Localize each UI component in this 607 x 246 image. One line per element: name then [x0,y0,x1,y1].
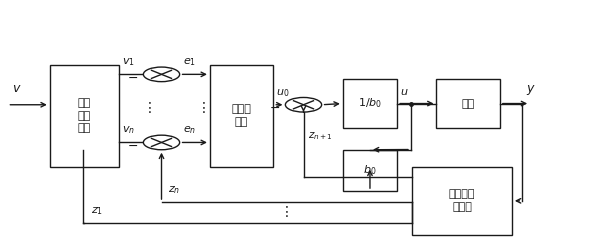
Text: $z_n$: $z_n$ [168,184,180,196]
Text: $y$: $y$ [526,83,536,97]
Bar [210,65,273,167]
Text: $e_n$: $e_n$ [183,124,196,136]
Bar [50,65,119,167]
Bar [412,167,512,235]
Text: $v_n$: $v_n$ [122,124,135,136]
Text: 对象: 对象 [461,99,475,108]
Text: $u$: $u$ [400,88,409,97]
Text: 非线性
组合: 非线性 组合 [232,104,251,127]
Text: −: − [270,102,280,115]
Text: 1/$b_0$: 1/$b_0$ [358,97,382,110]
Bar [343,79,397,128]
Circle shape [143,135,180,150]
Circle shape [285,97,322,112]
Circle shape [143,67,180,82]
Text: ⋮: ⋮ [197,101,211,115]
Text: ⋮: ⋮ [280,205,294,219]
Text: $e_1$: $e_1$ [183,57,195,68]
Text: −: − [128,72,138,85]
Text: $b_0$: $b_0$ [363,164,377,177]
Text: $z_{n+1}$: $z_{n+1}$ [308,130,333,142]
Text: 扩张状态
观测器: 扩张状态 观测器 [449,189,475,212]
Text: $z_1$: $z_1$ [90,205,103,217]
Text: $u_0$: $u_0$ [276,87,290,99]
Text: $v_1$: $v_1$ [122,57,135,68]
Bar [436,79,500,128]
Text: $v$: $v$ [12,82,21,95]
Text: ⋮: ⋮ [143,101,157,115]
Text: −: − [128,140,138,153]
Text: 安排
过渡
过程: 安排 过渡 过程 [78,98,91,134]
Bar [343,150,397,191]
